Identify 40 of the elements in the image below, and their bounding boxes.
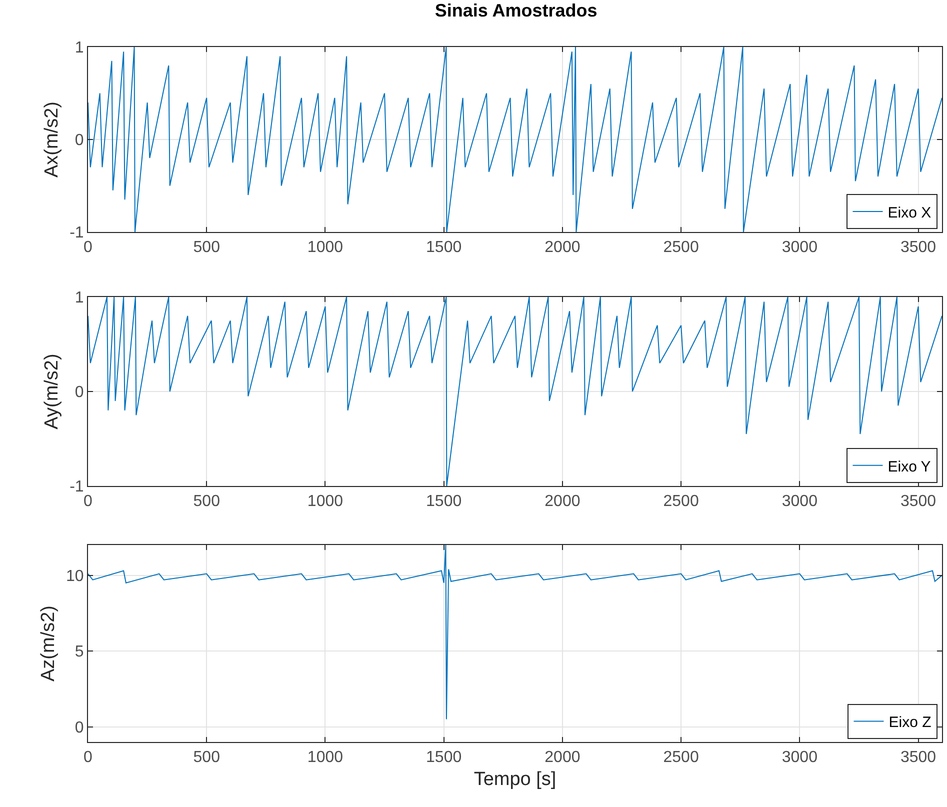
y-tick-label: 0: [74, 132, 84, 150]
x-tick-label: 2500: [663, 239, 699, 256]
x-tick-label: 500: [193, 239, 220, 256]
legend-label: Eixo X: [888, 204, 932, 222]
x-tick-label: 1000: [307, 749, 344, 766]
y-tick-label: 1: [74, 290, 84, 307]
line-series: [88, 297, 942, 486]
x-tick-label: 2000: [544, 493, 580, 510]
legend-label: Eixo Z: [888, 714, 932, 732]
x-tick-label: 1000: [307, 239, 344, 256]
x-tick-label: 3000: [782, 239, 818, 256]
chart-title: Sinais Amostrados: [434, 0, 598, 21]
x-tick-label: 3500: [900, 749, 936, 766]
x-tick-label: 2000: [544, 239, 580, 256]
x-tick-label: 1500: [426, 493, 462, 510]
x-tick-label: 3000: [782, 749, 818, 766]
y-tick-label: -1: [70, 478, 84, 496]
x-tick-label: 500: [193, 749, 220, 766]
x-tick-label: 2000: [544, 749, 580, 766]
x-tick-label: 3500: [900, 493, 936, 510]
y-tick-label: 1: [74, 40, 84, 57]
x-tick-label: 1500: [426, 749, 462, 766]
x-tick-label: 1500: [426, 239, 462, 256]
x-tick-label: 2500: [663, 493, 699, 510]
y-axis-title: Az(m/s2): [38, 606, 59, 682]
legend-label: Eixo Y: [888, 458, 931, 476]
x-tick-label: 3500: [900, 239, 936, 256]
y-tick-label: -1: [70, 224, 84, 242]
x-tick-label: 1000: [307, 493, 344, 510]
y-tick-label: 0: [74, 384, 84, 402]
y-tick-label: 5: [74, 644, 84, 661]
x-tick-label: 500: [193, 493, 220, 510]
y-tick-label: 0: [74, 719, 84, 736]
x-tick-label: 3000: [782, 493, 818, 510]
y-axis-title: Ay(m/s2): [41, 354, 62, 430]
x-tick-label: 2500: [663, 749, 699, 766]
y-axis-title: Ax(m/s2): [41, 102, 62, 178]
x-axis-title: Tempo [s]: [474, 769, 556, 790]
line-series: [88, 47, 942, 232]
y-tick-label: 10: [66, 568, 84, 585]
